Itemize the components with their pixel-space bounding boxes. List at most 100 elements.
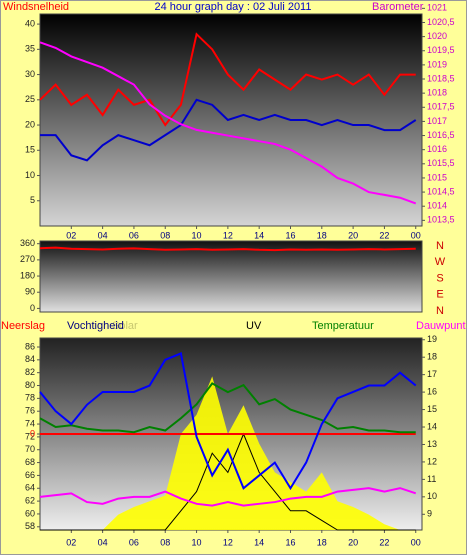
y-tick-label: 25 xyxy=(25,94,35,104)
y2-tick-label: 17 xyxy=(427,369,437,379)
area xyxy=(40,376,416,530)
y5-tick-label: 0 xyxy=(30,428,35,438)
y2-tick-label: 1017 xyxy=(427,116,447,126)
direction-label: S xyxy=(436,272,443,284)
line xyxy=(39,352,417,491)
y-tick-label: 66 xyxy=(25,470,35,480)
y-tick-label: 78 xyxy=(25,393,35,403)
y2-tick-label: 1018 xyxy=(427,88,447,98)
legend-label: Neerslag xyxy=(1,320,45,332)
line xyxy=(39,246,416,252)
x-tick-label: 02 xyxy=(66,537,76,547)
y-tick-label: 180 xyxy=(20,270,35,280)
y2-tick-label: 1018,5 xyxy=(427,73,455,83)
y-tick-label: 68 xyxy=(25,457,35,467)
x-tick-label: 00 xyxy=(411,230,421,240)
y2-tick-label: 1020 xyxy=(427,31,447,41)
y-tick-label: 62 xyxy=(25,495,35,505)
y2-tick-label: 1015 xyxy=(427,172,447,182)
y-tick-label: 84 xyxy=(25,354,35,364)
y-tick-label: 30 xyxy=(25,69,35,79)
y2-tick-label: 11 xyxy=(427,474,436,484)
y2-tick-label: 1016 xyxy=(427,144,447,154)
line xyxy=(40,432,416,531)
x-tick-label: 12 xyxy=(223,537,233,547)
y2-tick-label: 1014 xyxy=(427,201,447,211)
y-tick-label: 20 xyxy=(25,119,35,129)
y2-tick-label: 10 xyxy=(427,491,437,501)
direction-label: W xyxy=(435,256,446,268)
legend-label: Dauwpunt xyxy=(416,320,466,332)
y2-tick-label: 14 xyxy=(427,421,437,431)
y-tick-label: 60 xyxy=(25,508,35,518)
y2-tick-label: 19 xyxy=(427,334,437,344)
y-tick-label: 5 xyxy=(30,195,35,205)
x-tick-label: 08 xyxy=(160,537,170,547)
line xyxy=(40,98,417,162)
y-tick-label: 90 xyxy=(25,287,35,297)
x-tick-label: 06 xyxy=(129,230,139,240)
barometer-label: Barometer xyxy=(372,1,424,13)
y2-tick-label: 13 xyxy=(427,439,437,449)
y2-tick-label: 18 xyxy=(427,352,437,362)
y-tick-label: 15 xyxy=(25,145,35,155)
x-tick-label: 10 xyxy=(192,230,202,240)
x-tick-label: 16 xyxy=(285,230,295,240)
y-tick-label: 80 xyxy=(25,380,35,390)
line xyxy=(39,41,417,205)
y2-tick-label: 1019 xyxy=(427,59,447,69)
y-tick-label: 270 xyxy=(20,254,35,264)
y2-tick-label: 1015,5 xyxy=(427,158,455,168)
x-tick-label: 18 xyxy=(317,537,327,547)
plot-area xyxy=(39,240,423,313)
y-tick-label: 86 xyxy=(25,341,35,351)
y2-tick-label: 1021 xyxy=(427,3,447,13)
y-tick-label: 360 xyxy=(20,238,35,248)
y2-tick-label: 9 xyxy=(427,509,432,519)
x-tick-label: 16 xyxy=(285,537,295,547)
legend-label: Vochtigheid xyxy=(67,320,124,332)
y2-tick-label: 1016,5 xyxy=(427,130,455,140)
x-tick-label: 20 xyxy=(348,230,358,240)
x-tick-label: 12 xyxy=(223,230,233,240)
y-tick-label: 35 xyxy=(25,44,35,54)
legend-label: UV xyxy=(246,320,262,332)
x-tick-label: 08 xyxy=(160,230,170,240)
direction-label: N xyxy=(436,305,444,317)
y2-tick-label: 1017,5 xyxy=(427,102,455,112)
y-tick-label: 74 xyxy=(25,418,35,428)
x-tick-label: 04 xyxy=(98,230,108,240)
direction-label: E xyxy=(436,289,443,301)
y-tick-label: 76 xyxy=(25,406,35,416)
y-tick-label: 40 xyxy=(25,18,35,28)
y-tick-label: 64 xyxy=(25,483,35,493)
y2-tick-label: 1020,5 xyxy=(427,17,455,27)
x-tick-label: 22 xyxy=(379,537,389,547)
y2-tick-label: 12 xyxy=(427,456,437,466)
legend-label: Temperatuur xyxy=(312,320,374,332)
y-tick-label: 10 xyxy=(25,170,35,180)
y2-tick-label: 1019,5 xyxy=(427,45,455,55)
y-tick-label: 70 xyxy=(25,444,35,454)
direction-label: N xyxy=(436,240,444,252)
line xyxy=(39,382,416,434)
x-tick-label: 00 xyxy=(411,537,421,547)
y2-tick-label: 1013,5 xyxy=(427,215,455,225)
chart-title: 24 hour graph day : 02 Juli 2011 xyxy=(155,1,312,13)
y2-tick-label: 16 xyxy=(427,386,437,396)
x-tick-label: 02 xyxy=(66,230,76,240)
y-tick-label: 72 xyxy=(25,431,35,441)
line xyxy=(39,487,417,507)
x-tick-label: 10 xyxy=(192,537,202,547)
line xyxy=(39,32,416,127)
x-tick-label: 14 xyxy=(254,230,264,240)
x-tick-label: 04 xyxy=(98,537,108,547)
y2-tick-label: 15 xyxy=(427,404,437,414)
wind-label: Windsnelheid xyxy=(3,1,69,13)
x-tick-label: 22 xyxy=(379,230,389,240)
x-tick-label: 20 xyxy=(348,537,358,547)
y-tick-label: 82 xyxy=(25,367,35,377)
y2-tick-label: 1014,5 xyxy=(427,186,455,196)
x-tick-label: 14 xyxy=(254,537,264,547)
